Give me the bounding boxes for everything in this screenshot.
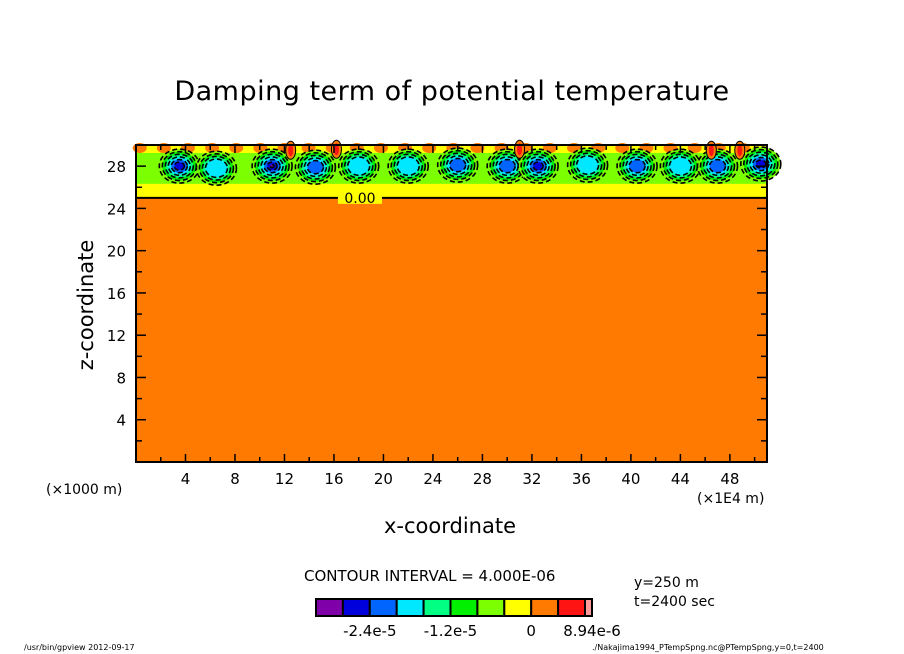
eddy-contour: [396, 156, 420, 177]
positive-spike-core: [737, 144, 743, 157]
y-tick-label: 24: [107, 200, 126, 218]
zero-contour-label: 0.00: [344, 191, 375, 207]
colorbar-swatch: [341, 598, 371, 617]
colorbar-swatch: [530, 598, 560, 617]
eddy-contour: [708, 158, 727, 174]
x-tick-label: 12: [275, 470, 294, 488]
eddy-contour: [204, 158, 229, 179]
x-tick-label: 8: [230, 470, 240, 488]
colorbar-swatch: [395, 598, 425, 617]
zero-contour-label-bg: [337, 189, 382, 204]
y-tick-label: 20: [107, 243, 126, 261]
y-tick-label: 12: [107, 327, 126, 345]
x-tick-label: 20: [374, 470, 393, 488]
x-tick-label: 48: [720, 470, 739, 488]
eddy-contour: [498, 158, 516, 174]
plot-frame: [135, 144, 768, 463]
eddy-contour: [628, 158, 646, 174]
eddy-contour: [575, 155, 600, 176]
colorbar-tick-label: 8.94e-6: [563, 622, 621, 640]
x-tick-label: 24: [423, 470, 442, 488]
positive-spike-core: [288, 144, 294, 157]
eddy-contour: [173, 161, 186, 171]
eddy-contour: [448, 157, 467, 173]
positive-spike-core: [708, 144, 714, 157]
x-unit-right: (×1E4 m): [697, 491, 765, 507]
colorbar-swatch: [368, 598, 398, 617]
colorbar-swatch: [503, 598, 533, 617]
y-value-info: y=250 m: [634, 575, 699, 591]
x-axis-label: x-coordinate: [383, 514, 516, 538]
colorbar-swatch: [584, 598, 593, 617]
footer-program: /usr/bin/gpview 2012-09-17: [24, 643, 135, 652]
y-tick-label: 28: [107, 158, 126, 176]
colorbar-swatch: [557, 598, 586, 617]
x-tick-label: 32: [522, 470, 541, 488]
colorbar-swatch: [476, 598, 506, 617]
colorbar-swatch: [449, 598, 479, 617]
eddy-contour: [346, 156, 371, 177]
colorbar-tick-label: -2.4e-5: [343, 622, 396, 640]
eddy-contour: [269, 163, 275, 169]
x-tick-label: 40: [621, 470, 640, 488]
positive-spike-core: [333, 143, 339, 156]
colorbar-tick-label: 0: [526, 622, 536, 640]
y-tick-label: 16: [107, 285, 126, 303]
x-unit-left: (×1000 m): [46, 482, 123, 498]
colorbar-swatch: [315, 598, 344, 617]
eddy-contour: [532, 161, 544, 171]
chart-title: Damping term of potential temperature: [174, 76, 730, 107]
colorbar-swatch: [422, 598, 452, 617]
x-tick-label: 16: [324, 470, 343, 488]
eddy-contour: [668, 156, 693, 177]
y-tick-label: 4: [116, 412, 126, 430]
t-value-info: t=2400 sec: [634, 594, 715, 610]
positive-spike-core: [517, 143, 523, 156]
eddy-contour: [306, 159, 325, 175]
x-tick-label: 28: [473, 470, 492, 488]
y-tick-label: 8: [116, 369, 126, 387]
x-tick-label: 4: [181, 470, 191, 488]
colorbar-tick-label: -1.2e-5: [424, 622, 477, 640]
footer-source: ./Nakajima1994_PTempSpng.nc@PTempSpng,y=…: [592, 643, 824, 652]
x-tick-label: 36: [572, 470, 591, 488]
contour-interval: CONTOUR INTERVAL = 4.000E-06: [304, 567, 556, 585]
x-tick-label: 44: [671, 470, 690, 488]
